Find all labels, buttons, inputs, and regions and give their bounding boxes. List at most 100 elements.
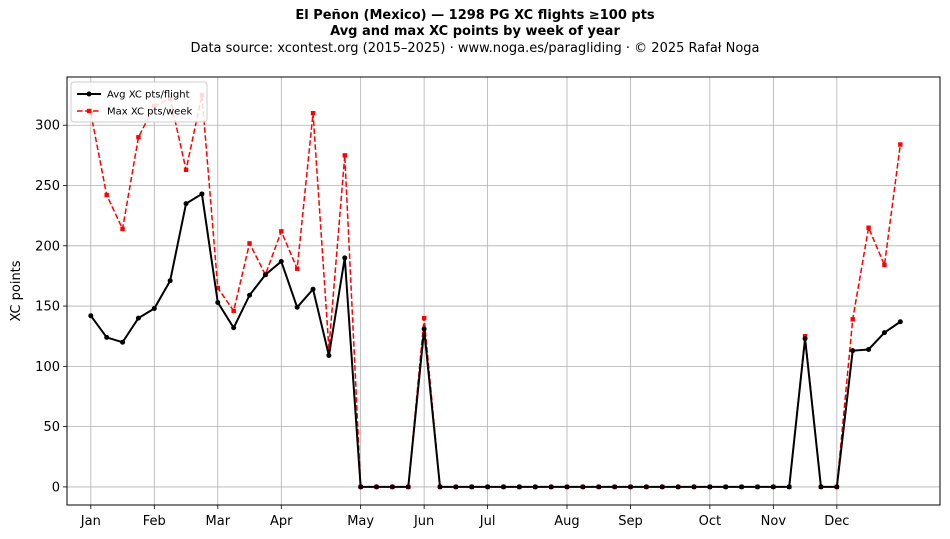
data-point-avg [215, 299, 221, 305]
data-point-avg [691, 484, 697, 490]
data-point-avg [104, 334, 110, 340]
x-tick-label: Feb [143, 514, 166, 529]
data-point-avg [707, 484, 713, 490]
data-point-max [120, 226, 125, 232]
plot-frame [66, 76, 941, 506]
y-tick-label: 150 [35, 300, 60, 315]
data-point-avg [532, 484, 538, 490]
data-point-avg [247, 292, 253, 298]
data-point-max [294, 266, 300, 271]
data-point-avg [88, 313, 94, 319]
data-point-avg [580, 484, 586, 490]
y-tick-label: 0 [52, 480, 60, 495]
y-tick-label: 200 [35, 239, 60, 254]
legend-label: Avg XC pts/flight [107, 90, 190, 101]
y-axis-label: XC points [9, 260, 24, 321]
data-point-avg [516, 484, 522, 490]
data-point-avg [151, 305, 157, 311]
data-point-avg [437, 484, 443, 490]
data-point-max [183, 167, 189, 173]
data-point-avg [199, 191, 205, 197]
data-point-max [850, 317, 855, 322]
chart-title-block: El Peñon (Mexico) — 1298 PG XC flights ≥… [0, 8, 950, 58]
data-point-avg [120, 339, 126, 345]
data-point-avg [786, 484, 792, 490]
data-point-avg [342, 255, 348, 261]
data-point-avg [897, 319, 903, 325]
data-point-avg [310, 286, 316, 292]
x-tick-label: Apr [270, 514, 293, 529]
chart-subtitle: Avg and max XC points by week of year [330, 24, 620, 39]
data-point-max [279, 229, 284, 234]
chart-source: Data source: xcontest.org (2015–2025) · … [190, 41, 760, 56]
data-point-avg [262, 272, 268, 278]
data-point-max [231, 308, 236, 314]
data-point-avg [659, 484, 665, 490]
legend-marker [86, 91, 92, 97]
data-point-avg [627, 484, 633, 490]
data-point-avg [405, 484, 411, 490]
data-point-max [421, 315, 427, 321]
data-point-avg [564, 484, 570, 490]
x-tick-label: Sep [618, 514, 643, 529]
data-point-max [882, 262, 887, 268]
data-point-avg [326, 353, 332, 359]
data-point-max [247, 241, 252, 246]
data-point-avg [881, 330, 887, 336]
data-point-avg [501, 484, 506, 490]
data-point-avg [469, 484, 475, 490]
data-point-max [326, 346, 332, 351]
y-tick-label: 50 [43, 420, 60, 435]
data-point-avg [675, 484, 681, 490]
x-tick-label: Oct [699, 514, 721, 529]
data-point-avg [818, 484, 824, 490]
data-point-avg [358, 484, 364, 490]
data-point-avg [612, 484, 618, 490]
data-point-max [866, 225, 871, 230]
y-tick-label: 100 [35, 360, 60, 375]
data-point-avg [596, 484, 602, 490]
data-point-avg [453, 484, 459, 490]
x-tick-label: May [347, 514, 374, 529]
x-tick-label: Aug [554, 514, 579, 529]
data-point-avg [294, 304, 300, 310]
series-layer [88, 92, 903, 490]
data-point-avg [183, 201, 189, 207]
data-point-avg [754, 484, 760, 490]
data-point-avg [167, 278, 173, 284]
series-line-max [90, 94, 902, 488]
axes: 0 50 100 150 200 250 300 Jan Feb Mar Apr May Jun Jul A… [35, 119, 849, 529]
data-point-avg [485, 484, 491, 490]
x-tick-label: Nov [761, 514, 787, 529]
data-point-max [136, 135, 141, 140]
data-point-avg [770, 484, 776, 490]
data-point-avg [231, 325, 237, 331]
y-tick-label: 250 [35, 179, 60, 194]
data-point-avg [548, 484, 554, 490]
legend-box [70, 81, 208, 123]
x-tick-label: Jun [413, 514, 434, 529]
data-point-avg [643, 484, 649, 490]
chart-title: El Peñon (Mexico) — 1298 PG XC flights ≥… [295, 8, 655, 23]
data-point-max [898, 142, 903, 147]
data-point-max [310, 110, 316, 116]
data-point-avg [421, 326, 427, 332]
grid-lines [67, 77, 940, 505]
data-point-avg [866, 346, 872, 352]
data-point-avg [389, 484, 395, 490]
data-point-avg [739, 484, 745, 490]
data-point-max [342, 153, 347, 158]
data-point-avg [723, 484, 729, 490]
y-tick-label: 300 [35, 119, 60, 134]
legend: Avg XC pts/flight Max XC pts/week [70, 81, 208, 123]
legend-label: Max XC pts/week [107, 107, 192, 118]
data-point-avg [850, 348, 856, 354]
data-point-avg [374, 484, 380, 490]
x-tick-label: Jul [479, 514, 496, 529]
x-tick-label: Jan [80, 514, 101, 529]
series-line-avg [90, 192, 901, 488]
data-point-max [215, 285, 220, 291]
x-tick-label: Dec [824, 514, 849, 529]
data-point-avg [278, 258, 284, 264]
